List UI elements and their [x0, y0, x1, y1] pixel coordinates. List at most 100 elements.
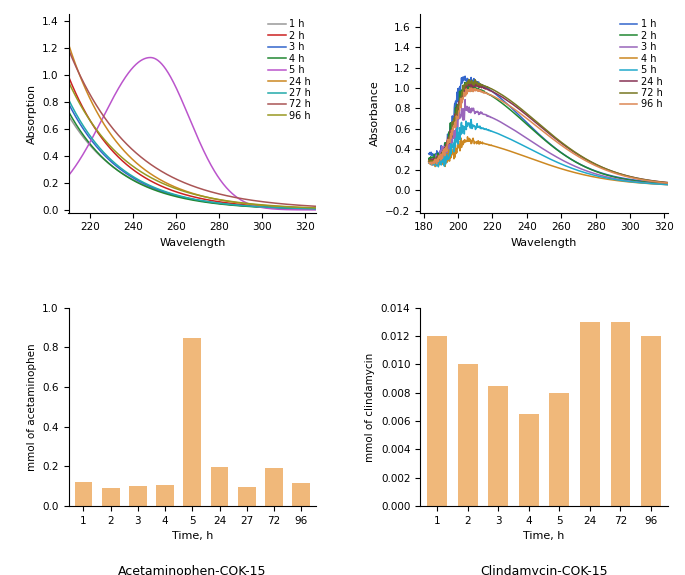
- 72 h: [467, 77, 475, 84]
- Bar: [129, 486, 147, 506]
- 24 h: [566, 146, 574, 153]
- 27 h: [312, 205, 321, 212]
- Line: 96 h: 96 h: [68, 82, 316, 208]
- Y-axis label: mmol of clindamycin: mmol of clindamycin: [365, 352, 375, 462]
- X-axis label: Wavelength: Wavelength: [159, 238, 225, 248]
- 1 h: [212, 200, 220, 206]
- 2 h: [467, 80, 475, 87]
- 96 h: [212, 196, 220, 202]
- 72 h: [533, 119, 541, 126]
- 24 h: [465, 78, 473, 85]
- Y-axis label: Absorbance: Absorbance: [370, 81, 379, 147]
- 5 h: [147, 54, 155, 61]
- 24 h: [212, 196, 220, 202]
- 5 h: [184, 112, 192, 118]
- Legend: 1 h, 2 h, 3 h, 4 h, 5 h, 24 h, 27 h, 72 h, 96 h: 1 h, 2 h, 3 h, 4 h, 5 h, 24 h, 27 h, 72 …: [268, 19, 311, 121]
- 72 h: [267, 200, 275, 206]
- Line: 2 h: 2 h: [68, 76, 316, 209]
- 27 h: [64, 96, 73, 103]
- Line: 27 h: 27 h: [68, 99, 316, 209]
- 4 h: [605, 176, 613, 183]
- 2 h: [486, 91, 495, 98]
- 24 h: [486, 87, 495, 94]
- 24 h: [199, 193, 207, 200]
- 4 h: [182, 196, 190, 202]
- 1 h: [533, 129, 541, 136]
- 2 h: [664, 181, 672, 187]
- 72 h: [425, 159, 433, 166]
- 2 h: [461, 79, 469, 86]
- 5 h: [566, 164, 574, 171]
- 96 h: [267, 202, 275, 209]
- 3 h: [184, 195, 192, 202]
- 2 h: [605, 172, 613, 179]
- 2 h: [425, 155, 433, 162]
- 4 h: [312, 205, 321, 212]
- 2 h: [182, 191, 190, 198]
- 24 h: [312, 205, 321, 212]
- 96 h: [425, 159, 433, 166]
- 5 h: [486, 128, 495, 135]
- Bar: [549, 393, 569, 506]
- 96 h: [306, 204, 314, 211]
- 72 h: [664, 179, 672, 186]
- 4 h: [664, 181, 672, 188]
- Line: 24 h: 24 h: [429, 82, 668, 183]
- 1 h: [461, 73, 469, 80]
- 72 h: [566, 145, 574, 152]
- 72 h: [182, 180, 190, 187]
- 4 h: [425, 157, 433, 164]
- Line: 72 h: 72 h: [68, 49, 316, 206]
- 3 h: [64, 100, 73, 107]
- 1 h: [425, 150, 433, 157]
- Y-axis label: mmol of acetaminophen: mmol of acetaminophen: [27, 343, 37, 471]
- 4 h: [212, 200, 220, 207]
- 96 h: [312, 205, 321, 212]
- X-axis label: Wavelength: Wavelength: [511, 238, 577, 248]
- 3 h: [182, 194, 190, 201]
- 24 h: [467, 81, 475, 87]
- 24 h: [306, 205, 314, 212]
- 27 h: [199, 197, 207, 204]
- X-axis label: Time, h: Time, h: [172, 531, 213, 541]
- 1 h: [64, 112, 73, 119]
- Line: 1 h: 1 h: [429, 76, 668, 183]
- Line: 24 h: 24 h: [68, 44, 316, 208]
- Y-axis label: Absorption: Absorption: [27, 83, 36, 144]
- 5 h: [664, 181, 672, 188]
- 5 h: [533, 150, 541, 156]
- Bar: [458, 365, 477, 506]
- 5 h: [467, 116, 475, 123]
- 1 h: [467, 76, 475, 83]
- 2 h: [566, 155, 574, 162]
- 5 h: [585, 170, 593, 177]
- 24 h: [184, 188, 192, 195]
- Line: 3 h: 3 h: [68, 104, 316, 209]
- Bar: [292, 483, 310, 506]
- Line: 5 h: 5 h: [68, 58, 316, 210]
- Line: 5 h: 5 h: [429, 120, 668, 185]
- 96 h: [182, 189, 190, 196]
- 24 h: [267, 202, 275, 209]
- 96 h: [467, 85, 475, 91]
- 27 h: [184, 194, 192, 201]
- 5 h: [605, 175, 613, 182]
- 1 h: [182, 194, 190, 201]
- 3 h: [312, 205, 321, 212]
- 2 h: [64, 73, 73, 80]
- 3 h: [566, 160, 574, 167]
- 96 h: [64, 78, 73, 85]
- 96 h: [585, 159, 593, 166]
- 24 h: [533, 120, 541, 127]
- 5 h: [199, 146, 207, 153]
- 5 h: [467, 120, 475, 126]
- 3 h: [306, 205, 314, 212]
- 4 h: [267, 204, 275, 211]
- 2 h: [312, 205, 321, 212]
- Line: 72 h: 72 h: [429, 79, 668, 183]
- 24 h: [64, 41, 73, 48]
- Bar: [610, 322, 630, 506]
- 3 h: [425, 159, 433, 166]
- 96 h: [199, 193, 207, 200]
- 27 h: [306, 205, 314, 212]
